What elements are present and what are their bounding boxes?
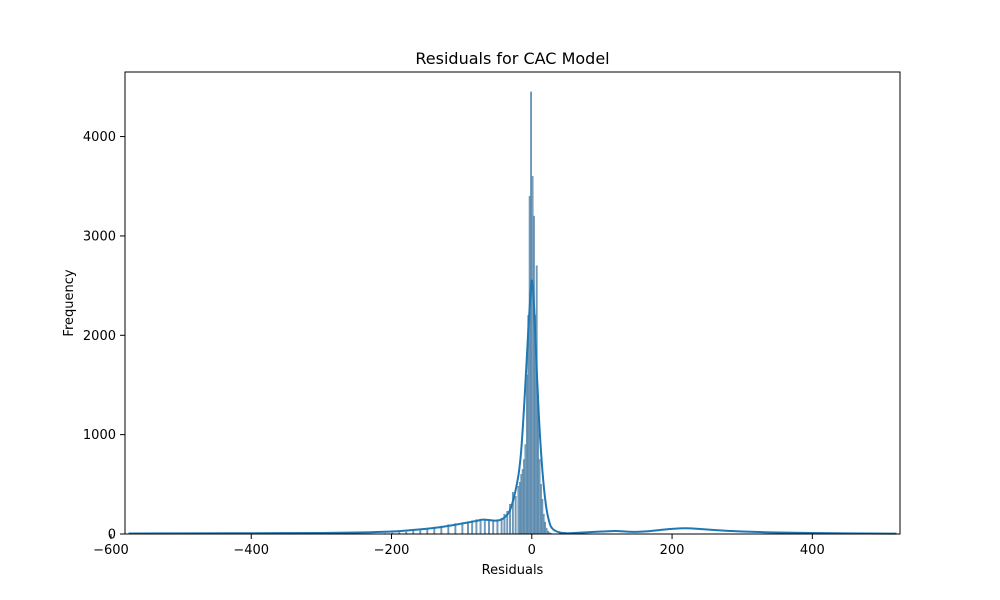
y-tick-label: 4000 (83, 130, 116, 145)
histogram-bar (492, 519, 495, 535)
x-tick-label: 200 (660, 543, 685, 558)
histogram-bar (523, 459, 525, 535)
x-axis-label: Residuals (482, 563, 544, 578)
chart-title: Residuals for CAC Model (415, 49, 609, 68)
kde-curve-group (128, 279, 897, 535)
histogram-bar (540, 484, 542, 535)
histogram-bar (517, 486, 520, 535)
histogram-bar (419, 529, 422, 535)
plot-area (125, 72, 900, 534)
x-tick-label: −600 (93, 543, 129, 558)
histogram-bar (521, 469, 524, 535)
y-tick-label: 2000 (83, 329, 116, 344)
axes-frame (124, 71, 901, 535)
y-tick-label: 3000 (83, 229, 116, 244)
histogram-bar (483, 518, 486, 535)
histogram-bar (525, 374, 528, 535)
histogram-bar (518, 482, 521, 535)
histogram-bar (544, 521, 547, 535)
y-tick-label: 1000 (83, 428, 116, 443)
y-axis-label: Frequency (62, 269, 77, 336)
x-tick-label: 0 (528, 543, 536, 558)
x-tick-label: −400 (233, 543, 269, 558)
y-tick-label: 0 (108, 528, 116, 543)
histogram-bar (538, 459, 541, 535)
histogram-bar (532, 215, 535, 535)
histogram-bar (488, 519, 490, 535)
histogram-bar (496, 519, 499, 535)
kde-curve (128, 279, 897, 535)
histogram-bar (524, 444, 527, 535)
y-axis-ticks: 0 1000 2000 3000 4000 (83, 130, 125, 543)
histogram-bar (528, 195, 531, 535)
histogram-bar (520, 474, 523, 535)
histogram-bar (530, 91, 532, 535)
histogram-bar (542, 513, 545, 535)
x-tick-label: 400 (800, 543, 825, 558)
histogram-bar (479, 518, 482, 535)
histogram-bar (545, 527, 548, 535)
histogram-bar (514, 496, 517, 535)
x-axis-ticks: −600 −400 −200 0 200 400 (93, 534, 825, 558)
histogram-bar (541, 499, 544, 535)
x-tick-label: −200 (374, 543, 410, 558)
histogram-bar (531, 176, 534, 535)
